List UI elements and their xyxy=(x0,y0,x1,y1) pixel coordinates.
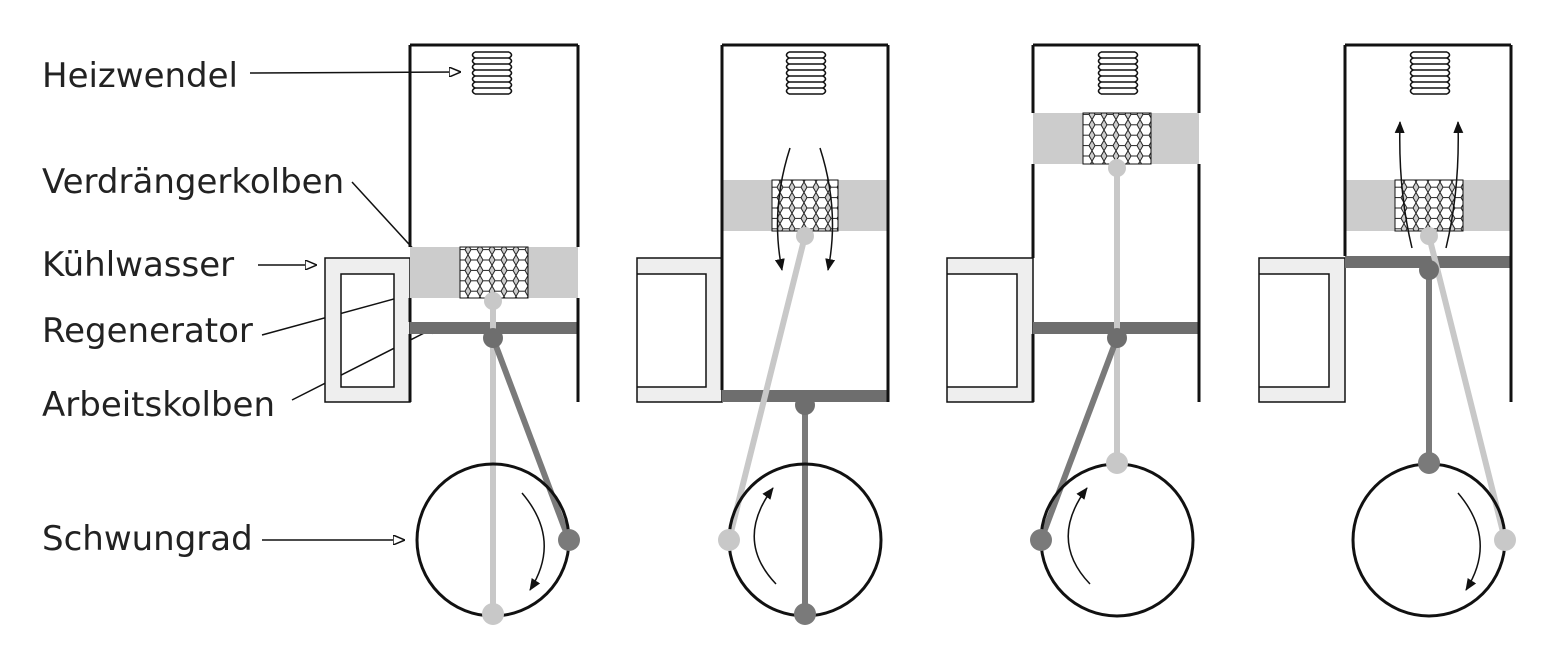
gas-flow-arrow-right xyxy=(1445,121,1464,249)
displacer-joint xyxy=(1108,159,1126,177)
cylinder xyxy=(408,43,580,402)
working-joint xyxy=(483,328,503,348)
label-kuehlwasser: Kühlwasser xyxy=(42,245,234,285)
label-heizwendel: Heizwendel xyxy=(42,56,238,96)
working-crank xyxy=(794,603,816,625)
label-verdraengerkolben: Verdrängerkolben xyxy=(42,162,344,202)
working-crank xyxy=(558,529,580,551)
gas-flow-arrow-left xyxy=(1394,121,1413,249)
displacer-crank xyxy=(482,603,504,625)
label-arbeitskolben: Arbeitskolben xyxy=(42,385,275,425)
rotation-arrow xyxy=(753,487,777,585)
displacer-joint xyxy=(484,292,502,310)
heating-coil xyxy=(471,51,513,95)
working-joint xyxy=(1419,260,1439,280)
stage-3 xyxy=(946,43,1201,618)
cooling-jacket xyxy=(946,257,1034,403)
gas-flow-arrow-left xyxy=(774,147,791,271)
regenerator xyxy=(1394,179,1464,232)
label-regenerator: Regenerator xyxy=(42,311,253,351)
displacer-crank xyxy=(1106,452,1128,474)
displacer-rod xyxy=(726,235,808,541)
working-rod xyxy=(1038,336,1120,542)
heating-coil xyxy=(785,51,827,95)
leader-heizwendel xyxy=(249,72,460,73)
displacer-joint xyxy=(796,227,814,245)
regenerator xyxy=(771,179,839,232)
working-joint xyxy=(1107,328,1127,348)
regenerator xyxy=(459,246,529,299)
cooling-jacket xyxy=(1258,257,1346,403)
label-schwungrad: Schwungrad xyxy=(42,519,253,559)
stage-2 xyxy=(636,43,890,625)
flywheel xyxy=(1351,462,1507,618)
regenerator xyxy=(1082,112,1152,165)
working-crank xyxy=(1030,529,1052,551)
cylinder xyxy=(1343,43,1513,402)
displacer-crank xyxy=(1494,529,1516,551)
working-crank xyxy=(1418,452,1440,474)
gas-flow-arrow-right xyxy=(819,147,836,271)
cylinder xyxy=(1031,43,1201,402)
working-joint xyxy=(795,395,815,415)
leader-arbeitskolben xyxy=(291,324,441,401)
heating-coil xyxy=(1097,51,1139,95)
rotation-arrow xyxy=(521,492,545,591)
working-rod xyxy=(490,336,572,542)
displacer-joint xyxy=(1420,227,1438,245)
displacer-rod xyxy=(1426,235,1508,541)
rotation-arrow xyxy=(1067,487,1091,585)
cooling-jacket xyxy=(324,257,411,403)
stage-1 xyxy=(324,43,580,625)
flywheel xyxy=(1039,462,1195,618)
stage-4 xyxy=(1258,43,1516,618)
displacer-crank xyxy=(718,529,740,551)
cooling-jacket xyxy=(636,257,723,403)
cylinder xyxy=(720,43,890,402)
heating-coil xyxy=(1409,51,1451,95)
rotation-arrow xyxy=(1457,492,1481,591)
